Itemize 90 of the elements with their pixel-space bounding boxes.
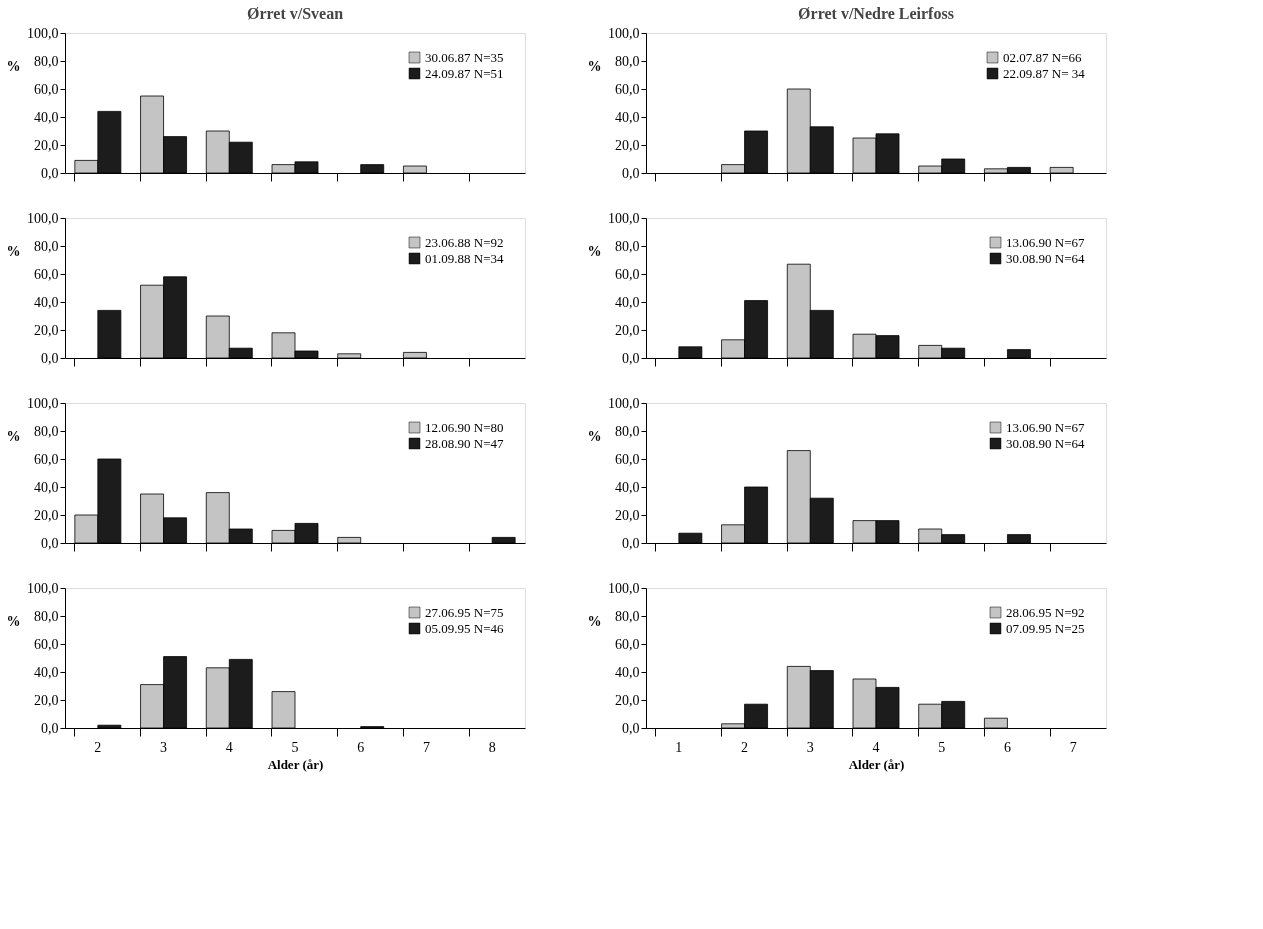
y-axis-title: % bbox=[6, 58, 21, 74]
y-tick-label: 60,0 bbox=[34, 451, 59, 467]
y-tick-label: 60,0 bbox=[615, 266, 640, 282]
y-tick-label: 100,0 bbox=[608, 580, 640, 596]
y-tick-label: 0,0 bbox=[41, 535, 59, 551]
y-tick-label: 80,0 bbox=[34, 53, 59, 69]
legend-label: 13.06.90 N=67 bbox=[1006, 234, 1085, 250]
x-tick-label: 7 bbox=[422, 739, 430, 755]
y-tick-label: 40,0 bbox=[615, 479, 640, 495]
x-tick-label: 8 bbox=[488, 739, 496, 755]
y-tick-label: 20,0 bbox=[615, 322, 640, 338]
x-tick-label: 7 bbox=[1069, 739, 1077, 755]
y-tick-label: 20,0 bbox=[615, 137, 640, 153]
y-tick-label: 20,0 bbox=[615, 692, 640, 708]
x-tick-label: 1 bbox=[675, 739, 683, 755]
y-tick-label: 0,0 bbox=[41, 165, 59, 181]
y-tick-label: 80,0 bbox=[615, 53, 640, 69]
legend-label: 24.09.87 N=51 bbox=[425, 65, 504, 81]
x-axis-title: Alder (år) bbox=[267, 756, 324, 772]
y-tick-label: 60,0 bbox=[34, 81, 59, 97]
y-tick-label: 0,0 bbox=[41, 350, 59, 366]
y-tick-label: 100,0 bbox=[27, 395, 59, 411]
y-axis-title: % bbox=[587, 613, 602, 629]
x-tick-label: 2 bbox=[741, 739, 749, 755]
x-tick-label: 5 bbox=[291, 739, 299, 755]
y-tick-label: 80,0 bbox=[615, 238, 640, 254]
y-tick-label: 80,0 bbox=[34, 608, 59, 624]
y-tick-label: 20,0 bbox=[34, 692, 59, 708]
legend-label: 30.08.90 N=64 bbox=[1006, 435, 1085, 451]
y-tick-label: 40,0 bbox=[34, 664, 59, 680]
y-tick-label: 80,0 bbox=[615, 608, 640, 624]
y-tick-label: 40,0 bbox=[34, 294, 59, 310]
y-tick-label: 100,0 bbox=[608, 395, 640, 411]
y-tick-label: 40,0 bbox=[34, 109, 59, 125]
x-axis-title: Alder (år) bbox=[848, 756, 905, 772]
legend-label: 27.06.95 N=75 bbox=[425, 604, 504, 620]
y-tick-label: 20,0 bbox=[615, 507, 640, 523]
y-tick-label: 60,0 bbox=[34, 266, 59, 282]
y-tick-label: 60,0 bbox=[615, 451, 640, 467]
y-tick-label: 0,0 bbox=[622, 535, 640, 551]
y-tick-label: 60,0 bbox=[34, 636, 59, 652]
legend-label: 12.06.90 N=80 bbox=[425, 419, 504, 435]
y-tick-label: 0,0 bbox=[622, 720, 640, 736]
x-tick-label: 6 bbox=[357, 739, 365, 755]
legend-label: 01.09.88 N=34 bbox=[425, 250, 504, 266]
y-tick-label: 100,0 bbox=[608, 210, 640, 226]
x-tick-label: 4 bbox=[225, 739, 233, 755]
legend-label: 28.06.95 N=92 bbox=[1006, 604, 1085, 620]
legend-label: 28.08.90 N=47 bbox=[425, 435, 504, 451]
y-tick-label: 40,0 bbox=[615, 664, 640, 680]
x-tick-label: 3 bbox=[160, 739, 168, 755]
x-tick-label: 3 bbox=[806, 739, 814, 755]
y-tick-label: 60,0 bbox=[615, 81, 640, 97]
y-axis-title: % bbox=[6, 613, 21, 629]
y-axis-title: % bbox=[6, 243, 21, 259]
x-tick-label: 6 bbox=[1003, 739, 1011, 755]
y-axis-title: % bbox=[587, 243, 602, 259]
y-tick-label: 0,0 bbox=[41, 720, 59, 736]
legend-label: 30.08.90 N=64 bbox=[1006, 250, 1085, 266]
y-tick-label: 80,0 bbox=[615, 423, 640, 439]
y-tick-label: 20,0 bbox=[34, 322, 59, 338]
y-tick-label: 100,0 bbox=[27, 580, 59, 596]
x-tick-label: 4 bbox=[872, 739, 880, 755]
legend-label: 07.09.95 N=25 bbox=[1006, 620, 1085, 636]
y-tick-label: 80,0 bbox=[34, 238, 59, 254]
chart-title: Ørret v/Svean bbox=[246, 5, 344, 22]
y-axis-title: % bbox=[6, 428, 21, 444]
y-axis-title: % bbox=[587, 428, 602, 444]
legend-label: 22.09.87 N= 34 bbox=[1003, 65, 1086, 81]
y-tick-label: 40,0 bbox=[34, 479, 59, 495]
x-tick-label: 2 bbox=[94, 739, 102, 755]
x-tick-label: 5 bbox=[938, 739, 946, 755]
y-tick-label: 60,0 bbox=[615, 636, 640, 652]
y-tick-label: 0,0 bbox=[622, 350, 640, 366]
y-tick-label: 80,0 bbox=[34, 423, 59, 439]
y-tick-label: 20,0 bbox=[34, 507, 59, 523]
legend-label: 13.06.90 N=67 bbox=[1006, 419, 1085, 435]
y-tick-label: 20,0 bbox=[34, 137, 59, 153]
y-tick-label: 100,0 bbox=[27, 210, 59, 226]
legend-label: 05.09.95 N=46 bbox=[425, 620, 504, 636]
y-axis-title: % bbox=[587, 58, 602, 74]
legend-label: 30.06.87 N=35 bbox=[425, 49, 504, 65]
y-tick-label: 40,0 bbox=[615, 109, 640, 125]
y-tick-label: 0,0 bbox=[622, 165, 640, 181]
legend-label: 02.07.87 N=66 bbox=[1003, 49, 1082, 65]
y-tick-label: 100,0 bbox=[608, 25, 640, 41]
y-tick-label: 40,0 bbox=[615, 294, 640, 310]
chart-title: Ørret v/Nedre Leirfoss bbox=[798, 5, 954, 22]
legend-label: 23.06.88 N=92 bbox=[425, 234, 504, 250]
y-tick-label: 100,0 bbox=[27, 25, 59, 41]
